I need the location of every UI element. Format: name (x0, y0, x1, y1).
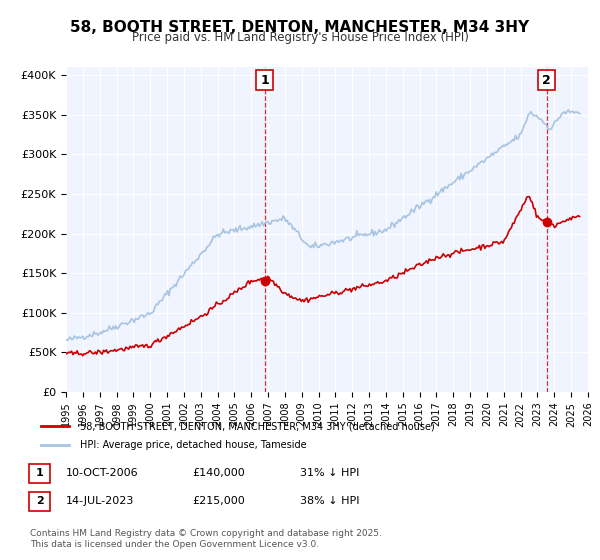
Text: 58, BOOTH STREET, DENTON, MANCHESTER, M34 3HY (detached house): 58, BOOTH STREET, DENTON, MANCHESTER, M3… (80, 421, 434, 431)
Text: 2: 2 (542, 74, 551, 87)
Text: 1: 1 (260, 74, 269, 87)
Text: Contains HM Land Registry data © Crown copyright and database right 2025.
This d: Contains HM Land Registry data © Crown c… (30, 529, 382, 549)
Text: 14-JUL-2023: 14-JUL-2023 (66, 496, 134, 506)
Text: HPI: Average price, detached house, Tameside: HPI: Average price, detached house, Tame… (80, 440, 307, 450)
Text: 10-OCT-2006: 10-OCT-2006 (66, 468, 139, 478)
Text: 2: 2 (36, 496, 43, 506)
Text: Price paid vs. HM Land Registry's House Price Index (HPI): Price paid vs. HM Land Registry's House … (131, 31, 469, 44)
Text: £215,000: £215,000 (192, 496, 245, 506)
Text: 58, BOOTH STREET, DENTON, MANCHESTER, M34 3HY: 58, BOOTH STREET, DENTON, MANCHESTER, M3… (70, 20, 530, 35)
Text: £140,000: £140,000 (192, 468, 245, 478)
Text: 1: 1 (36, 468, 43, 478)
Text: 38% ↓ HPI: 38% ↓ HPI (300, 496, 359, 506)
Text: 31% ↓ HPI: 31% ↓ HPI (300, 468, 359, 478)
